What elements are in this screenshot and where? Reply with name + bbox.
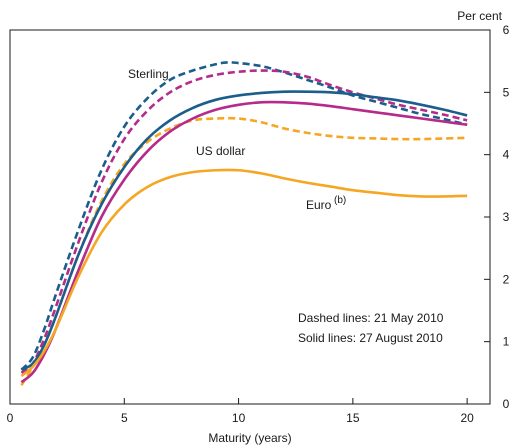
series-lines: [20, 61, 468, 386]
y-tick-label: 2: [503, 272, 510, 286]
euro-footnote-marker: (b): [334, 195, 346, 206]
x-tick-label: 10: [232, 411, 246, 425]
y-tick-label: 4: [503, 148, 510, 162]
y-tick-label: 1: [503, 335, 510, 349]
us-dollar-label: US dollar: [196, 144, 245, 158]
sterling-solid-line: [20, 90, 468, 371]
x-tick-label: 5: [121, 411, 128, 425]
sterling-label: Sterling: [128, 67, 169, 81]
x-tick-label: 20: [460, 411, 474, 425]
euro-dashed-line: [20, 116, 468, 386]
axis-ticks: 0 5 10 15 20 0 1 2 3 4 5 6: [7, 23, 510, 425]
solid-lines-note: Solid lines: 27 August 2010: [298, 331, 443, 345]
euro-label: Euro: [306, 198, 332, 212]
y-tick-label: 5: [503, 85, 510, 99]
y-unit-label: Per cent: [457, 9, 502, 23]
x-axis-title: Maturity (years): [208, 431, 291, 445]
euro-solid-line: [20, 168, 468, 377]
sterling-dashed-line: [20, 61, 468, 371]
dashed-lines-note: Dashed lines: 21 May 2010: [298, 311, 444, 325]
y-tick-label: 3: [503, 210, 510, 224]
x-tick-label: 0: [7, 411, 14, 425]
y-tick-label: 0: [503, 397, 510, 411]
us-dollar-dashed-line: [20, 69, 468, 374]
x-tick-label: 15: [346, 411, 360, 425]
y-tick-label: 6: [503, 23, 510, 37]
